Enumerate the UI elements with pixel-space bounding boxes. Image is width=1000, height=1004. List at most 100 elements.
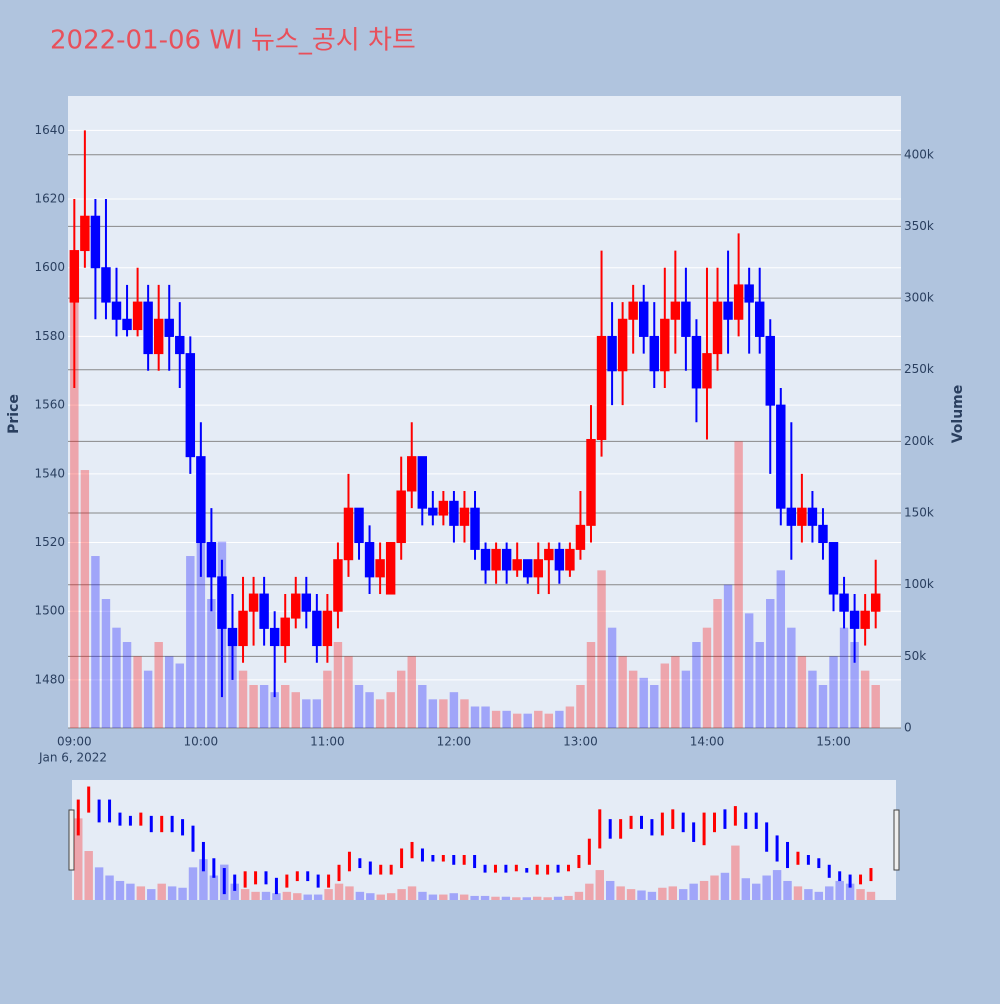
- slider-volume-bar: [731, 845, 740, 900]
- y2-tick-label: 350k: [904, 219, 934, 233]
- slider-volume-bar: [355, 891, 365, 900]
- volume-bar: [829, 656, 838, 728]
- y-tick-label: 1500: [34, 604, 65, 618]
- candle-body: [512, 559, 522, 571]
- candle-body: [196, 456, 206, 544]
- candle-body: [733, 284, 744, 320]
- candle-body: [238, 610, 248, 647]
- volume-bar: [766, 599, 775, 728]
- candle-body: [417, 456, 428, 509]
- slider-volume-bar: [835, 880, 844, 900]
- slider-volume-bar: [209, 875, 219, 900]
- volume-bar: [512, 713, 522, 728]
- candle-body: [776, 404, 786, 509]
- volume-bar: [850, 642, 859, 728]
- volume-bar: [238, 670, 248, 728]
- volume-bar: [154, 642, 163, 728]
- candle-body: [143, 301, 153, 355]
- candle-body: [702, 353, 712, 389]
- slider-volume-bar: [845, 883, 855, 900]
- slider-volume-bar: [84, 851, 93, 900]
- slider-volume-bar: [825, 886, 834, 900]
- volume-bar: [449, 692, 459, 728]
- candle-body: [470, 507, 480, 550]
- candle-body: [80, 215, 90, 252]
- slider-volume-bar: [564, 895, 573, 900]
- slider-volume-bar: [147, 889, 156, 900]
- candle-body: [628, 301, 638, 320]
- candle-body: [744, 284, 754, 303]
- candle-body: [312, 610, 322, 647]
- candle-body: [681, 301, 691, 337]
- slider-volume-bar: [699, 880, 709, 900]
- volume-bar: [312, 699, 322, 728]
- candle-body: [828, 542, 839, 595]
- volume-bar: [618, 656, 627, 728]
- slider-volume-bar: [616, 886, 625, 900]
- slider-volume-bar: [585, 883, 594, 900]
- slider-volume-bar: [512, 897, 521, 900]
- volume-bar: [80, 470, 90, 728]
- slider-volume-bar: [532, 896, 542, 900]
- slider-handle[interactable]: [893, 809, 900, 871]
- candle-body: [712, 301, 723, 355]
- volume-bar: [291, 692, 300, 728]
- volume-bar: [639, 677, 648, 728]
- candle-body: [554, 548, 565, 571]
- slider-volume-bar: [240, 889, 250, 900]
- candle-body: [259, 593, 269, 629]
- y-tick-label: 1620: [34, 192, 65, 206]
- volume-bar: [544, 713, 554, 728]
- slider-volume-bar: [115, 880, 125, 900]
- candle-body: [385, 542, 396, 595]
- y2-tick-label: 300k: [904, 291, 934, 305]
- volume-bar: [259, 685, 269, 728]
- candle-body: [807, 507, 818, 526]
- candle-body: [523, 559, 533, 578]
- candle-body: [533, 559, 543, 578]
- range-slider[interactable]: [72, 780, 896, 900]
- candle-body: [69, 250, 80, 303]
- y2-tick-label: 100k: [904, 577, 934, 591]
- volume-bar: [576, 685, 585, 728]
- slider-volume-bar: [282, 891, 292, 900]
- slider-volume-bar: [595, 870, 604, 900]
- y2-tick-label: 400k: [904, 147, 934, 161]
- candle-body: [122, 318, 132, 331]
- slider-volume-bar: [720, 872, 730, 900]
- candle-body: [649, 335, 659, 372]
- slider-volume-bar: [866, 891, 876, 900]
- volume-bar: [808, 670, 817, 728]
- candle-body: [375, 559, 385, 578]
- candle-body: [132, 301, 143, 331]
- volume-bar: [671, 656, 680, 728]
- volume-bar: [650, 685, 659, 728]
- slider-handle[interactable]: [68, 809, 75, 871]
- candle-body: [248, 593, 259, 612]
- volume-bar: [755, 642, 764, 728]
- volume-bar: [112, 627, 121, 728]
- slider-volume-bar: [74, 818, 83, 900]
- candle-body: [660, 318, 670, 372]
- x-tick-label: 10:00: [184, 735, 219, 749]
- volume-bar: [713, 599, 722, 728]
- candle-body: [185, 353, 196, 458]
- slider-volume-bar: [856, 889, 865, 900]
- candle-body: [354, 507, 364, 544]
- candle-body: [691, 335, 702, 389]
- volume-bar: [386, 692, 395, 728]
- candle-body: [786, 507, 797, 526]
- candle-body: [818, 524, 828, 544]
- candle-body: [280, 617, 290, 647]
- slider-volume-bar: [668, 886, 678, 900]
- volume-bar: [354, 685, 364, 728]
- volume-bar: [681, 670, 691, 728]
- slider-volume-bar: [418, 891, 427, 900]
- volume-bar: [418, 685, 427, 728]
- candle-body: [111, 301, 122, 320]
- candle-body: [797, 507, 807, 526]
- y2-axis-title: Volume: [950, 385, 966, 444]
- plot-area: [68, 96, 901, 728]
- slider-volume-bar: [574, 891, 584, 900]
- slider-volume-bar: [710, 875, 719, 900]
